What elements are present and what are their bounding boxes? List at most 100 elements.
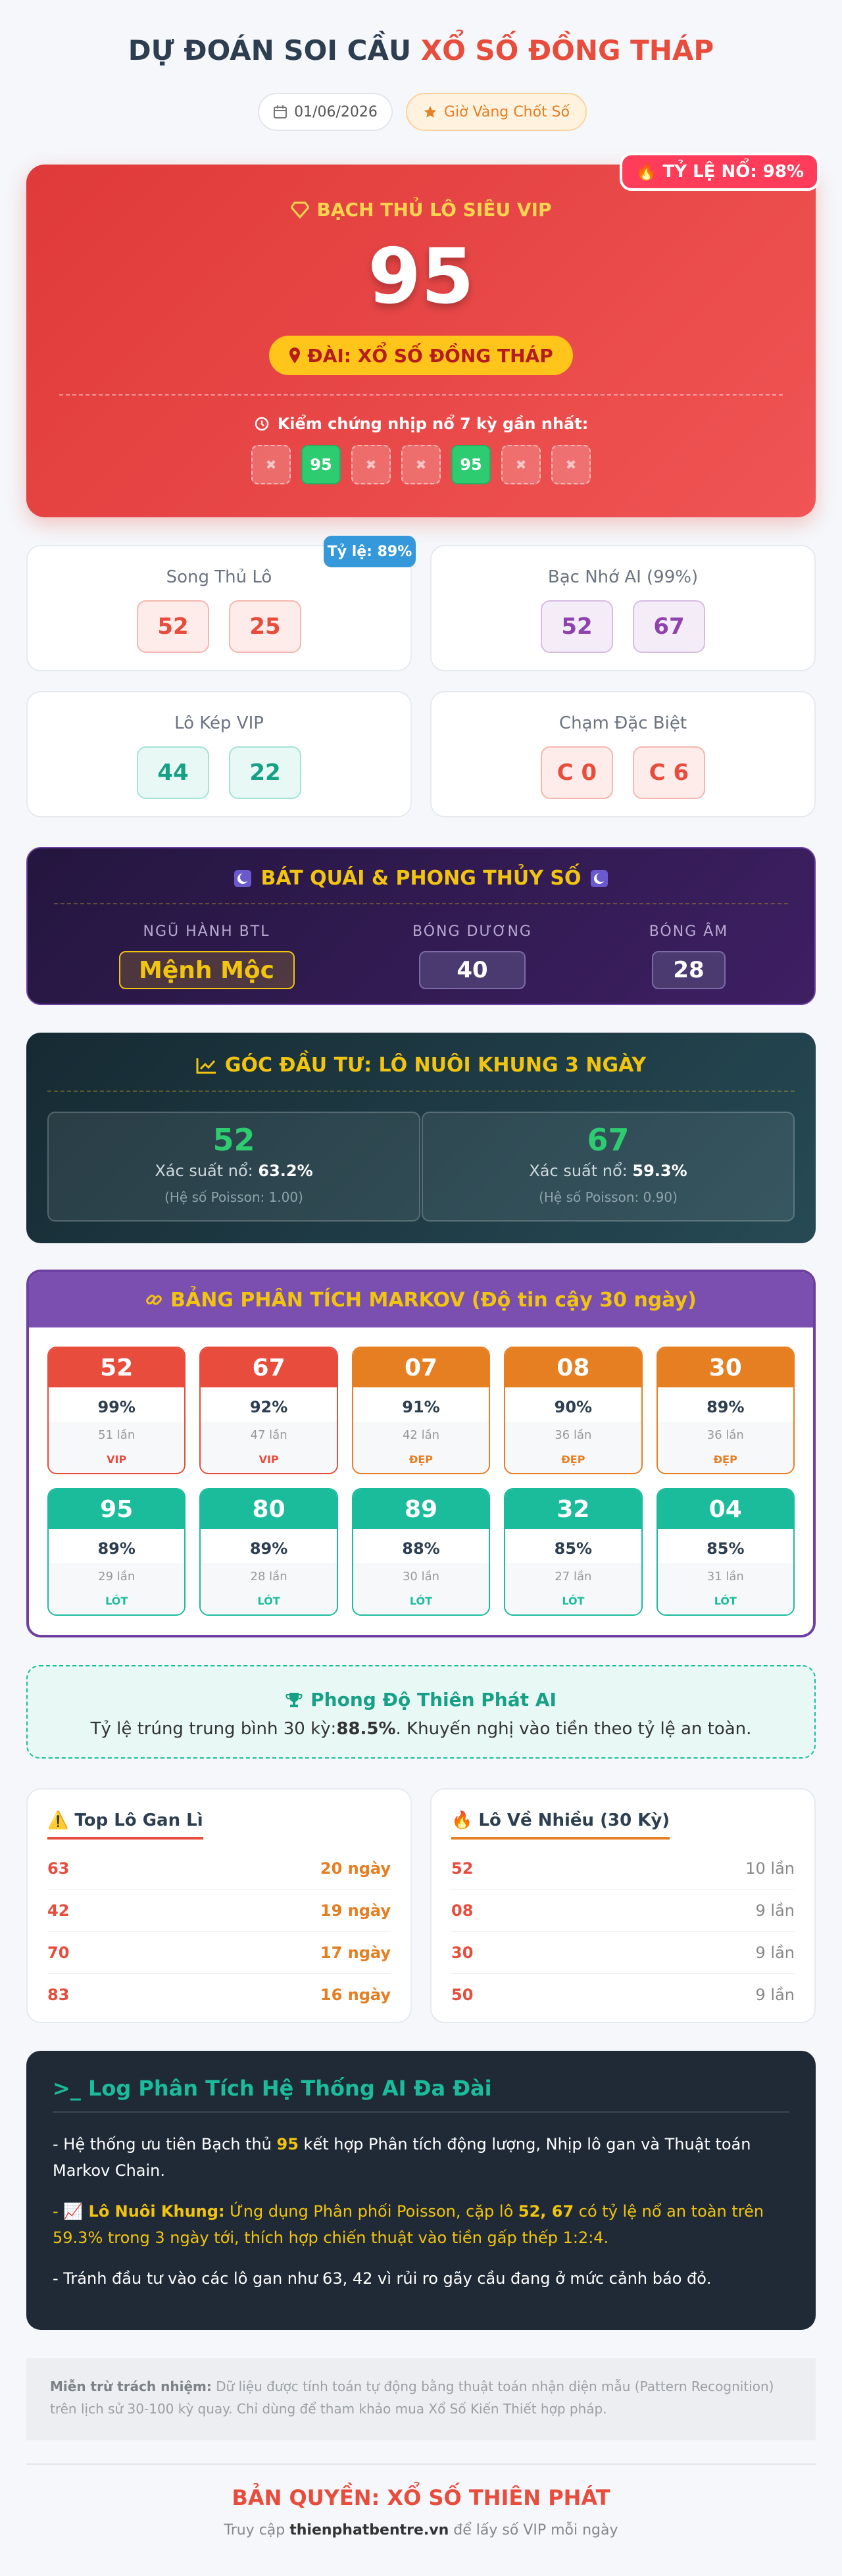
markov-number: 08 xyxy=(505,1348,641,1387)
markov-percent: 89% xyxy=(249,1539,288,1558)
markov-lower xyxy=(353,1422,489,1473)
markov-lower xyxy=(657,1422,793,1473)
fengshui-title-text: BÁT QUÁI & PHONG THỦY SỐ xyxy=(260,867,582,890)
markov-count: 51 lần xyxy=(98,1428,136,1442)
markov-lower xyxy=(505,1422,641,1473)
card-numbers: 44 22 xyxy=(28,746,410,799)
fengshui-value: Mệnh Mộc xyxy=(118,951,295,989)
markov-percent: 90% xyxy=(554,1398,593,1416)
prediction-card: Bạc Nhớ AI (99%) 52 67 xyxy=(430,545,816,671)
markov-card: 95 89% 29 lần LÓT xyxy=(47,1488,186,1616)
performance-title: Phong Độ Thiên Phát AI xyxy=(28,1689,814,1711)
markov-count: 27 lần xyxy=(555,1570,592,1584)
card-title: Chạm Đặc Biệt xyxy=(558,713,687,733)
calendar-icon xyxy=(274,105,287,118)
performance-text: Tỷ lệ trúng trung bình 30 kỳ: 88.5%. Khu… xyxy=(28,1719,814,1739)
markov-card: 04 85% 31 lần LÓT xyxy=(656,1488,795,1616)
markov-count: 42 lần xyxy=(402,1428,440,1442)
history-hit: 95 xyxy=(301,445,341,484)
list-row: 70 17 ngày xyxy=(47,1932,391,1974)
log-highlight: 📈 Lô Nuôi Khung: xyxy=(63,2202,225,2221)
number-pill: 22 xyxy=(229,746,301,799)
row-value: 9 lần xyxy=(755,1901,795,1920)
link-icon xyxy=(146,1295,162,1305)
hero-card: 🔥 TỶ LỆ NỔ: 98% BẠCH THỦ LÔ SIÊU VIP 95 … xyxy=(26,153,820,517)
divider xyxy=(47,1091,795,1092)
markov-card: 08 90% 36 lần ĐẸP xyxy=(504,1347,643,1474)
history-miss: ✖ xyxy=(351,445,391,484)
markov-tag: LÓT xyxy=(409,1595,433,1607)
markov-count: 36 lần xyxy=(706,1428,744,1442)
list-row: 63 20 ngày xyxy=(47,1847,391,1890)
lottery-number: 83 xyxy=(47,1986,70,2004)
markov-count: 30 lần xyxy=(402,1570,440,1584)
markov-card: 32 85% 27 lần LÓT xyxy=(504,1488,643,1616)
card-numbers: C 0 C 6 xyxy=(432,746,814,799)
markov-percent: 91% xyxy=(402,1398,440,1416)
markov-number: 30 xyxy=(657,1348,793,1387)
log-text: - xyxy=(53,2202,64,2221)
site-link[interactable]: thienphatbentre.vn xyxy=(289,2522,449,2538)
log-text: có tỷ lệ nổ an toàn trên 59.3% trong 3 n… xyxy=(53,2202,764,2247)
invest-card: GÓC ĐẦU TƯ: LÔ NUÔI KHUNG 3 NGÀY 52 Xác s… xyxy=(26,1033,816,1243)
lottery-number: 63 xyxy=(47,1859,70,1878)
history-miss: ✖ xyxy=(501,445,541,484)
markov-count: 29 lần xyxy=(98,1570,136,1584)
card-badge: Tỷ lệ: 89% xyxy=(324,536,416,567)
markov-percent: 89% xyxy=(706,1398,745,1416)
date-pill: 01/06/2026 xyxy=(258,93,393,131)
list-row: 50 9 lần xyxy=(451,1974,795,2016)
lottery-number: 70 xyxy=(47,1943,70,1962)
number-pill: C 0 xyxy=(541,746,613,799)
vip-label: BẠCH THỦ LÔ SIÊU VIP xyxy=(26,199,816,220)
golden-hour-pill: Giờ Vàng Chốt Số xyxy=(406,93,587,131)
text: . Khuyến nghị vào tiền theo tỷ lệ an toà… xyxy=(395,1719,752,1739)
invest-box: 67 Xác suất nổ: 59.3% (Hệ số Poisson: 0.90… xyxy=(422,1112,795,1222)
trophy-icon xyxy=(285,1692,303,1707)
log-text: kết hợp Phân tích động lượng, Nhịp lô ga… xyxy=(53,2135,751,2180)
station-text: ĐÀI: XỔ SỐ ĐỒNG THÁP xyxy=(307,344,553,367)
title-main: DỰ ĐOÁN SOI CẦU xyxy=(128,34,421,66)
markov-tag: ĐẸP xyxy=(713,1453,737,1466)
markov-percent: 85% xyxy=(554,1539,593,1558)
markov-card: 89 88% 30 lần LÓT xyxy=(351,1488,491,1616)
markov-lower xyxy=(353,1563,489,1614)
markov-percent: 88% xyxy=(402,1539,440,1558)
markov-percent: 85% xyxy=(706,1539,745,1558)
invest-title-text: GÓC ĐẦU TƯ: LÔ NUÔI KHUNG 3 NGÀY xyxy=(224,1054,647,1077)
text: Truy cập xyxy=(224,2522,290,2538)
row-value: 19 ngày xyxy=(320,1901,391,1920)
pin-icon xyxy=(289,348,301,363)
markov-tag: ĐẸP xyxy=(561,1453,585,1466)
prob-label: Xác suất nổ: xyxy=(529,1162,633,1180)
markov-percent: 92% xyxy=(249,1398,288,1416)
history-icon xyxy=(255,417,268,431)
markov-card: 80 89% 28 lần LÓT xyxy=(199,1488,338,1616)
number-pill: C 6 xyxy=(633,746,705,799)
moon-icon xyxy=(590,869,608,887)
markov-count: 28 lần xyxy=(250,1570,287,1584)
prediction-card: Song Thủ Lô Tỷ lệ: 89% 52 25 xyxy=(26,536,416,671)
markov-lower xyxy=(49,1563,185,1614)
number-pill: 25 xyxy=(229,600,301,653)
row-value: 16 ngày xyxy=(320,1986,391,2004)
fengshui-value: 28 xyxy=(652,951,726,989)
invest-note: (Hệ số Poisson: 1.00) xyxy=(164,1189,303,1205)
invest-number: 67 xyxy=(587,1122,630,1158)
list-row: 42 19 ngày xyxy=(47,1890,391,1932)
lottery-number: 30 xyxy=(451,1943,474,1962)
fengshui-label: NGŨ HÀNH BTL xyxy=(143,923,270,940)
history-miss: ✖ xyxy=(401,445,441,484)
markov-header: BẢNG PHÂN TÍCH MARKOV (Độ tin cậy 30 ngà… xyxy=(29,1272,813,1327)
chart-icon xyxy=(196,1058,216,1073)
row-value: 20 ngày xyxy=(320,1859,391,1878)
invest-number: 52 xyxy=(212,1122,255,1158)
fengshui-title: BÁT QUÁI & PHONG THỦY SỐ xyxy=(28,867,814,890)
markov-lower xyxy=(657,1563,793,1614)
markov-number: 32 xyxy=(505,1489,641,1529)
markov-count: 31 lần xyxy=(706,1570,744,1584)
star-icon xyxy=(424,105,437,118)
markov-card: 07 91% 42 lần ĐẸP xyxy=(351,1347,491,1474)
list-row: 83 16 ngày xyxy=(47,1974,391,2016)
markov-lower xyxy=(505,1563,641,1614)
